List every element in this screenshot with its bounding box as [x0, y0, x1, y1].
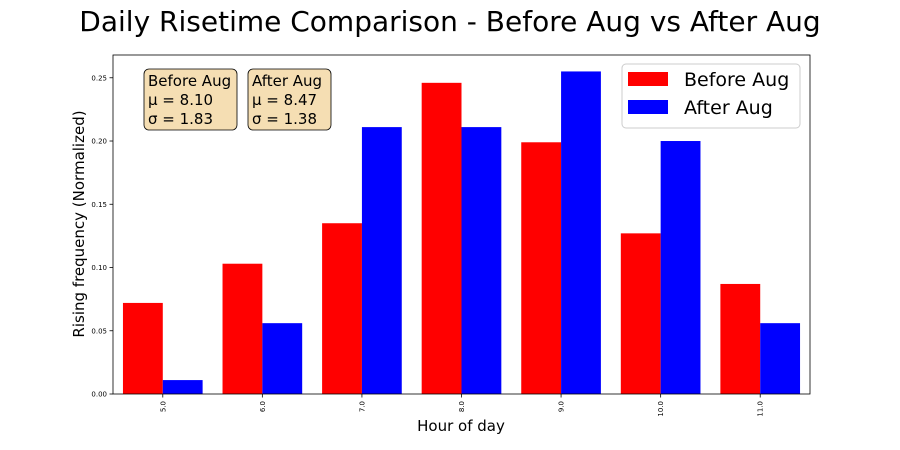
- x-tick-label: 5.0: [159, 401, 167, 412]
- stat-line: Before Aug: [148, 72, 231, 90]
- y-tick-label: 0.15: [91, 201, 107, 209]
- stat-line: σ = 1.83: [148, 110, 213, 128]
- bar-before-aug-11.0: [720, 283, 761, 394]
- plot-area: 0.00 0.05 0.10 0.15 0.20 0.25 5.0 6.0 7.0 8.0 9.0…: [91, 54, 811, 417]
- stat-line: μ = 8.47: [252, 91, 317, 109]
- bar-after-aug-8.0: [461, 127, 502, 395]
- y-axis: 0.00 0.05 0.10 0.15 0.20 0.25: [91, 74, 113, 399]
- y-tick-label: 0.00: [91, 391, 107, 399]
- x-tick-label: 7.0: [358, 401, 366, 412]
- y-tick-label: 0.05: [91, 327, 107, 335]
- bar-after-aug-11.0: [760, 323, 801, 394]
- chart-title: Daily Risetime Comparison - Before Aug v…: [79, 5, 820, 38]
- bar-before-aug-6.0: [222, 263, 263, 394]
- bar-before-aug-8.0: [421, 82, 462, 394]
- legend-label: Before Aug: [684, 69, 789, 91]
- bars: [122, 71, 801, 395]
- stat-line: After Aug: [252, 72, 322, 90]
- x-tick-label: 11.0: [757, 401, 765, 417]
- x-tick-label: 9.0: [558, 401, 566, 412]
- stat-line: μ = 8.10: [148, 91, 213, 109]
- x-axis: 5.0 6.0 7.0 8.0 9.0 10.0 11.0: [159, 394, 765, 417]
- legend: Before Aug After Aug: [621, 63, 801, 129]
- bar-after-aug-7.0: [361, 127, 402, 395]
- legend-swatch: [628, 100, 668, 114]
- legend-swatch: [628, 72, 668, 86]
- bar-before-aug-7.0: [322, 223, 362, 394]
- bar-before-aug-10.0: [620, 233, 661, 394]
- stat-box-background: [143, 68, 238, 131]
- y-tick-label: 0.20: [91, 138, 107, 146]
- bar-after-aug-9.0: [561, 71, 601, 394]
- y-axis-label: Rising frequency (Normalized): [70, 110, 88, 337]
- y-tick-label: 0.10: [91, 264, 107, 272]
- stat-box-background: [247, 68, 332, 131]
- x-axis-label: Hour of day: [417, 417, 505, 435]
- bar-after-aug-10.0: [660, 141, 701, 394]
- x-tick-label: 10.0: [657, 401, 665, 417]
- bar-after-aug-5.0: [162, 380, 203, 394]
- bar-before-aug-9.0: [521, 142, 562, 394]
- x-tick-label: 8.0: [458, 401, 466, 412]
- x-tick-label: 6.0: [259, 401, 267, 412]
- stat-line: σ = 1.38: [252, 110, 317, 128]
- bar-after-aug-6.0: [262, 323, 303, 394]
- bar-before-aug-5.0: [122, 302, 163, 394]
- legend-label: After Aug: [684, 97, 773, 119]
- y-tick-label: 0.25: [91, 74, 107, 82]
